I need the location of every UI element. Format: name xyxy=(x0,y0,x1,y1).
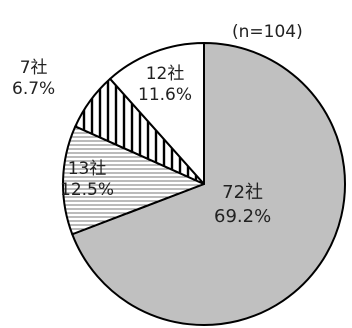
slice-percent-13: 12.5% xyxy=(60,180,115,200)
pie-slice-0 xyxy=(71,42,346,326)
slice-count-7: 7社 xyxy=(19,58,48,78)
slice-count-72: 72社 xyxy=(222,182,264,203)
slice-percent-7: 6.7% xyxy=(12,79,56,99)
slice-percent-12: 11.6% xyxy=(138,85,193,105)
slice-label-7: 7社 6.7% xyxy=(12,58,55,100)
slice-label-12: 12社 11.6% xyxy=(138,64,192,106)
slice-label-72: 72社 69.2% xyxy=(214,181,271,229)
slice-label-13: 13社 12.5% xyxy=(60,159,114,201)
pie-slices xyxy=(62,42,346,326)
slice-count-13: 13社 xyxy=(67,159,107,179)
slice-percent-72: 69.2% xyxy=(214,206,272,227)
slice-count-12: 12社 xyxy=(145,64,185,84)
pie-slice-1 xyxy=(62,125,205,236)
pie-slice-3 xyxy=(109,42,205,185)
sample-size-note: (n=104) xyxy=(232,22,303,42)
